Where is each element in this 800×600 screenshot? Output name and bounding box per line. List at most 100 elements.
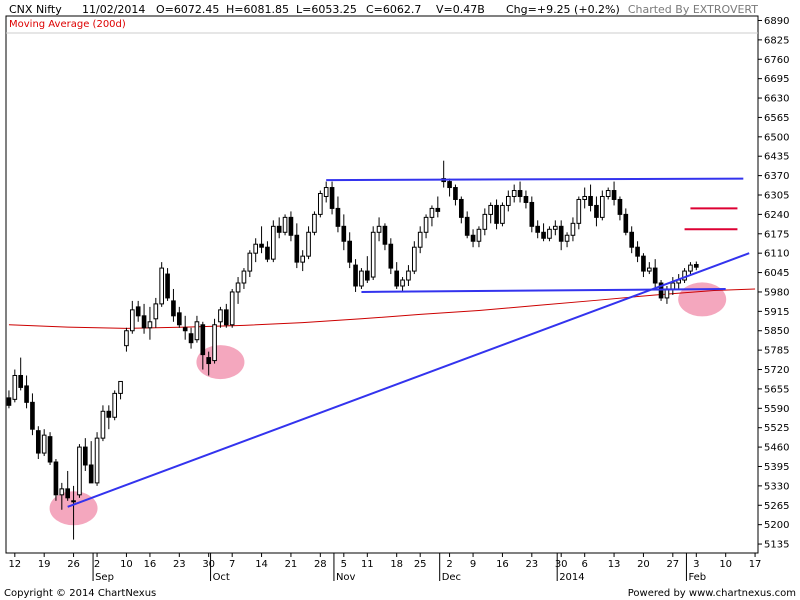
candle-body — [588, 195, 593, 206]
x-tick-label: 23 — [525, 559, 538, 570]
candle-body — [71, 500, 76, 503]
candle-body — [329, 187, 335, 209]
candle-body — [411, 246, 417, 272]
candle-body — [194, 321, 200, 341]
candle-body — [59, 488, 65, 496]
x-tick-label: 13 — [608, 559, 621, 570]
candle-body — [535, 225, 541, 233]
candle-body — [359, 270, 364, 287]
symbol-name: CNX Nifty — [9, 3, 62, 16]
candle-body — [94, 437, 100, 484]
close-value: C=6062.7 — [366, 3, 422, 16]
month-label: Feb — [688, 572, 706, 583]
candle-body — [24, 385, 29, 403]
month-label: Dec — [442, 572, 461, 583]
y-tick-label: 6175 — [764, 229, 789, 240]
candle-body — [611, 190, 617, 200]
candle-body — [652, 267, 658, 284]
y-tick-label: 6305 — [764, 191, 789, 202]
candle-body — [688, 264, 693, 272]
y-tick-label: 5330 — [764, 481, 789, 492]
candle-body — [41, 434, 47, 454]
x-tick-label: 23 — [173, 559, 186, 570]
candle-body — [288, 216, 294, 236]
candle-body — [118, 380, 123, 394]
candle-body — [323, 187, 329, 197]
x-tick-label: 6 — [582, 559, 588, 570]
candle-body — [582, 195, 588, 200]
candle-body — [599, 195, 605, 218]
candle-body — [35, 430, 41, 454]
low-value: L=6053.25 — [296, 3, 357, 16]
x-tick-label: 16 — [144, 559, 157, 570]
y-tick-label: 5135 — [764, 540, 789, 551]
candle-body — [77, 446, 82, 496]
candle-body — [223, 309, 229, 326]
x-tick-label: 3 — [693, 559, 699, 570]
month-label: Nov — [336, 572, 356, 583]
y-tick-label: 5395 — [764, 462, 789, 473]
candle-body — [282, 216, 288, 233]
x-tick-label: 9 — [470, 559, 476, 570]
y-tick-label: 5265 — [764, 501, 789, 512]
candle-body — [417, 231, 423, 248]
y-tick-label: 6500 — [764, 132, 789, 143]
candle-body — [200, 324, 206, 356]
x-tick-label: 30 — [555, 559, 568, 570]
x-tick-label: 2 — [446, 559, 452, 570]
y-tick-label: 6760 — [764, 55, 789, 66]
x-tick-label: 12 — [8, 559, 21, 570]
candle-body — [18, 374, 24, 388]
x-tick-label: 17 — [749, 559, 762, 570]
candle-body — [400, 279, 405, 287]
change-value: Chg=+9.25 (+0.2%) — [506, 3, 620, 16]
candle-body — [347, 240, 353, 263]
moving-average-line — [8, 288, 756, 329]
candle-body — [176, 312, 182, 326]
x-tick-label: 21 — [285, 559, 298, 570]
y-tick-label: 6110 — [764, 249, 789, 260]
candle-body — [294, 234, 300, 263]
candle-body — [229, 291, 235, 326]
candle-body — [317, 193, 323, 215]
candle-body — [464, 216, 470, 236]
candle-body — [594, 204, 599, 218]
candle-body — [218, 309, 223, 323]
candle-body — [306, 231, 311, 257]
x-tick-label: 5 — [341, 559, 347, 570]
trendline — [361, 287, 726, 293]
candle-body — [12, 374, 18, 400]
candle-body — [564, 234, 570, 242]
candle-body — [523, 195, 529, 203]
x-tick-label: 10 — [719, 559, 732, 570]
trendline — [326, 177, 744, 182]
charted-by-label: Charted By EXTROVERT — [627, 3, 758, 16]
candle-body — [47, 436, 53, 463]
month-label: 2014 — [559, 572, 584, 583]
x-tick-label: 30 — [202, 559, 215, 570]
y-tick-label: 5720 — [764, 365, 789, 376]
candle-body — [159, 267, 165, 305]
candle-body — [206, 357, 212, 365]
candle-body — [693, 264, 699, 268]
candle-body — [141, 315, 147, 329]
trendline — [67, 252, 750, 508]
y-tick-label: 5590 — [764, 404, 789, 415]
candle-body — [112, 392, 118, 418]
candle-body — [635, 246, 640, 257]
candle-body — [353, 264, 358, 287]
candle-body — [511, 190, 517, 197]
candle-body — [617, 198, 623, 215]
candle-body — [135, 306, 141, 317]
candle-body — [300, 255, 306, 263]
x-tick-label: 26 — [67, 559, 80, 570]
candle-body — [30, 401, 35, 430]
y-tick-label: 5460 — [764, 443, 789, 454]
candle-body — [623, 213, 629, 233]
candle-body — [312, 213, 317, 233]
candle-body — [529, 201, 535, 227]
y-tick-label: 6240 — [764, 210, 789, 221]
candle-body — [88, 464, 94, 484]
x-tick-label: 27 — [666, 559, 679, 570]
